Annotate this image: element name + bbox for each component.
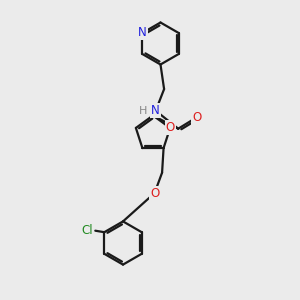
Text: H: H — [139, 106, 147, 116]
Text: O: O — [192, 111, 201, 124]
Text: N: N — [151, 104, 160, 117]
Text: O: O — [150, 187, 159, 200]
Text: O: O — [166, 122, 175, 134]
Text: Cl: Cl — [81, 224, 93, 237]
Text: N: N — [138, 26, 147, 40]
